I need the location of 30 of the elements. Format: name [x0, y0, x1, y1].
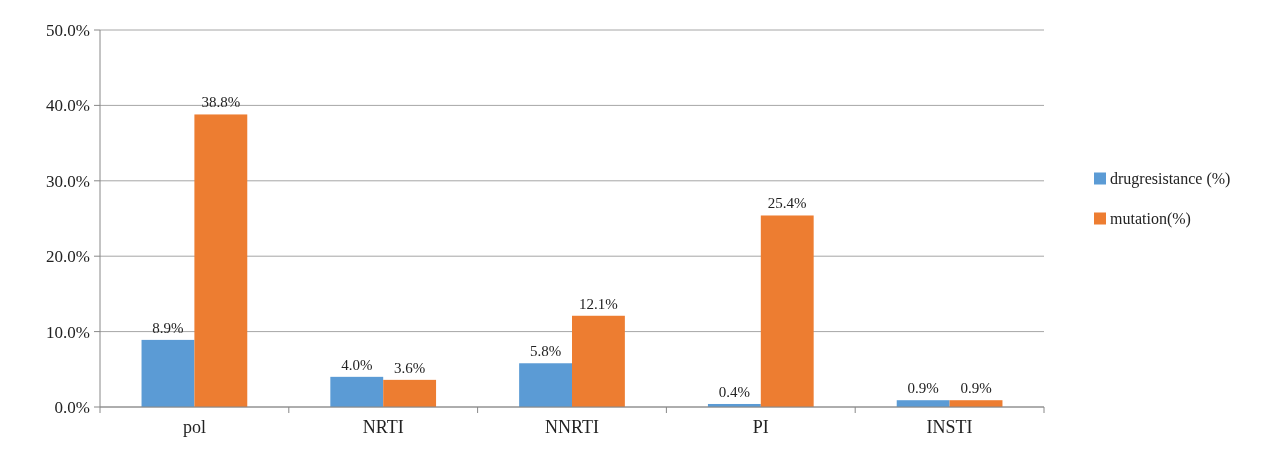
data-label: 0.9% — [960, 380, 992, 397]
legend-label: mutation(%) — [1110, 210, 1191, 229]
y-tick-label: 10.0% — [46, 322, 90, 342]
bar — [760, 215, 814, 407]
bar — [330, 376, 384, 407]
y-tick-label: 30.0% — [46, 171, 90, 191]
data-label: 3.6% — [394, 359, 426, 376]
data-label: 0.9% — [907, 380, 939, 397]
data-label: 5.8% — [529, 343, 562, 360]
y-tick-label: 20.0% — [46, 247, 90, 267]
bar — [572, 315, 625, 407]
x-tick-label: NRTI — [362, 417, 404, 437]
data-label: 4.0% — [341, 356, 373, 373]
bar — [194, 114, 248, 407]
data-label: 12.1% — [579, 295, 618, 312]
y-tick-label: 40.0% — [46, 96, 90, 116]
bar — [519, 363, 572, 407]
x-tick-label: NNRTI — [545, 417, 599, 437]
x-tick-label: INSTI — [926, 417, 973, 437]
y-tick-label: 50.0% — [46, 20, 90, 40]
bar — [383, 379, 437, 407]
data-label: 38.8% — [201, 94, 241, 111]
x-tick-label: PI — [752, 417, 769, 437]
bar — [141, 339, 195, 407]
legend-label: drugresistance (%) — [1110, 170, 1231, 189]
data-label: 0.4% — [718, 383, 750, 400]
y-tick-label: 0.0% — [54, 397, 90, 417]
data-label: 25.4% — [767, 195, 807, 212]
x-tick-label: pol — [182, 417, 206, 437]
data-label: 8.9% — [152, 319, 184, 336]
